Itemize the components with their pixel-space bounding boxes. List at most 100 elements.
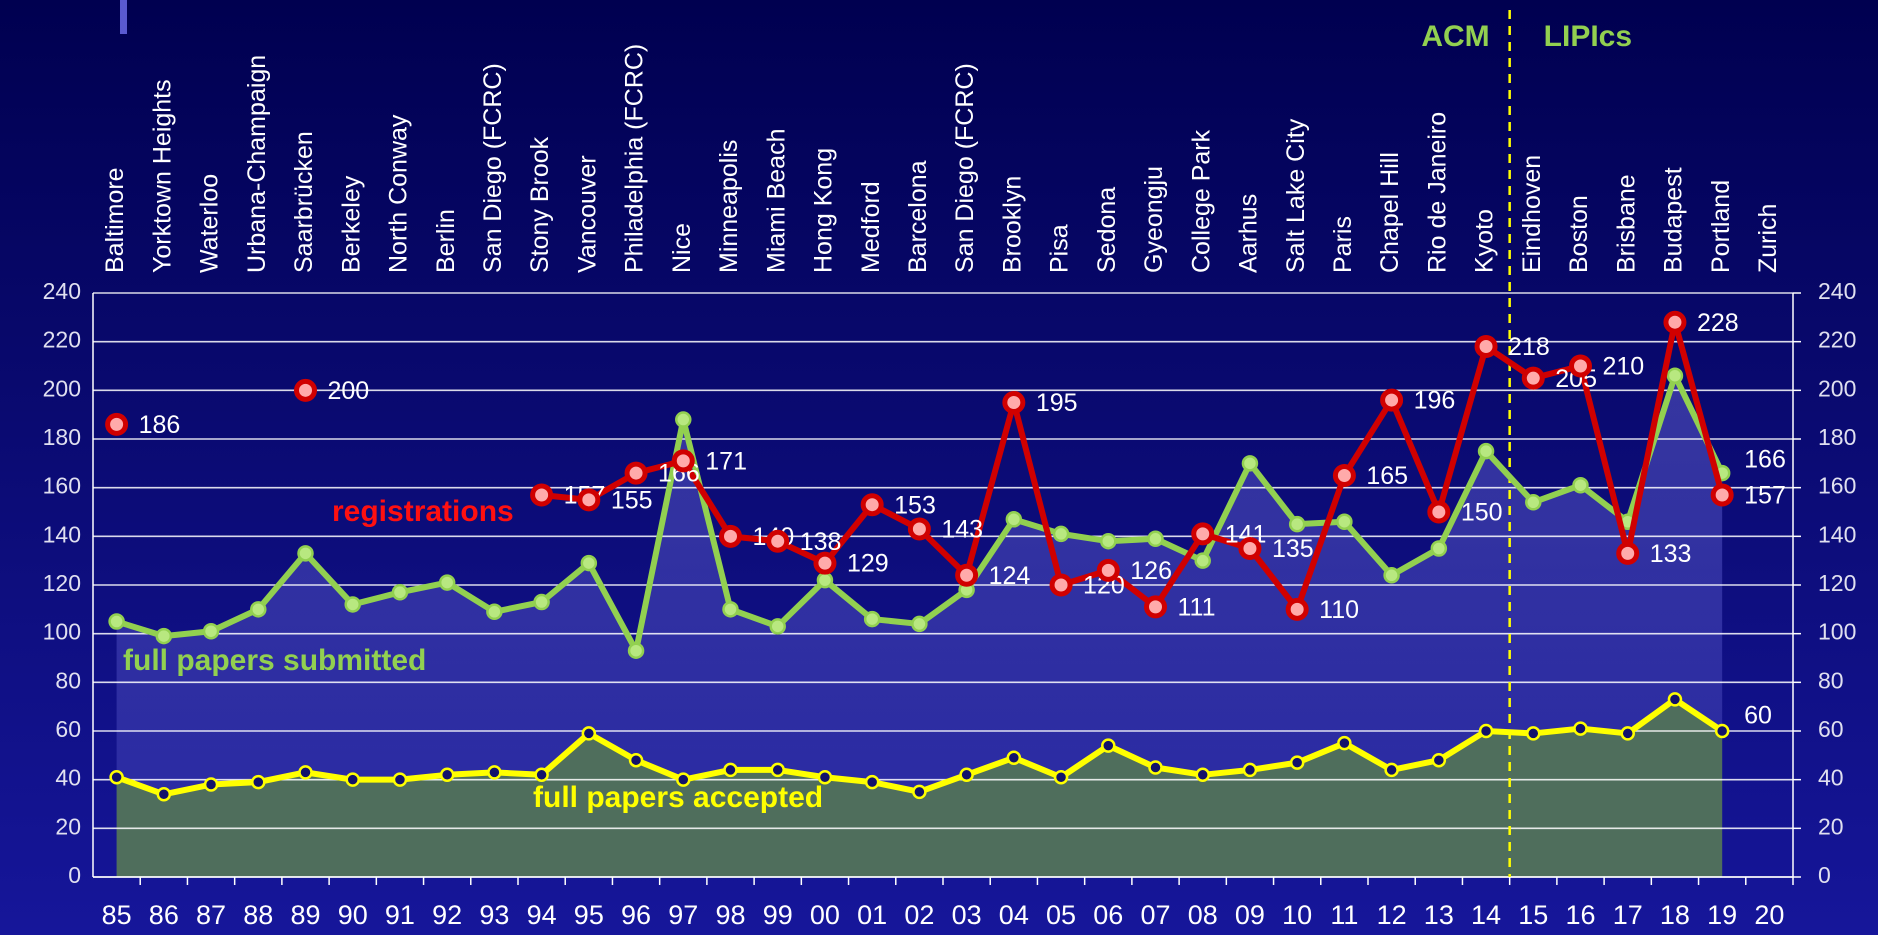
data-label: 155 [611, 486, 653, 514]
data-label: 210 [1603, 353, 1645, 381]
y-tick-label: 120 [43, 570, 81, 596]
data-label: 200 [328, 377, 370, 405]
x-tick-label: 02 [904, 900, 934, 930]
point [671, 449, 695, 473]
x-tick-label: 91 [385, 900, 415, 930]
x-tick-label: 10 [1282, 900, 1312, 930]
x-tick-label: 97 [668, 900, 698, 930]
point [294, 378, 317, 402]
venue-label: Waterloo [196, 174, 224, 273]
point [439, 767, 455, 783]
point [530, 483, 554, 507]
point [1573, 721, 1588, 736]
point [203, 777, 219, 792]
venue-label: Budapest [1660, 167, 1688, 273]
x-tick-label: 08 [1188, 900, 1218, 930]
y-tick-label: 200 [43, 375, 81, 401]
x-tick-label: 18 [1660, 900, 1690, 930]
venue-label: Medford [857, 181, 885, 273]
area [116, 699, 1723, 877]
data-label: 133 [1650, 540, 1692, 568]
data-label: 166 [1744, 446, 1786, 474]
x-tick-label: 13 [1424, 900, 1454, 930]
point [864, 774, 880, 790]
point [1101, 738, 1116, 753]
point [722, 601, 739, 618]
data-label: 186 [139, 411, 181, 439]
y2-tick-label: 160 [1818, 473, 1856, 499]
data-label: 165 [1366, 462, 1408, 490]
point [766, 529, 790, 553]
data-label: 218 [1508, 333, 1550, 361]
point [1521, 366, 1545, 390]
point [627, 642, 645, 659]
y2-tick-label: 40 [1818, 765, 1844, 791]
x-tick-label: 95 [574, 900, 604, 930]
data-label: 129 [847, 550, 889, 578]
y2-tick-label: 180 [1818, 424, 1856, 450]
series-name: full papers accepted [533, 781, 823, 814]
point [108, 613, 125, 630]
y2-tick-label: 60 [1818, 716, 1844, 742]
data-label: 150 [1461, 499, 1503, 527]
point [202, 622, 220, 640]
x-tick-label: 99 [763, 900, 793, 930]
point [1569, 354, 1592, 378]
point [1005, 511, 1023, 528]
x-tick-label: 87 [196, 900, 226, 930]
x-tick-label: 88 [243, 900, 273, 930]
point [813, 551, 837, 575]
venue-label: Brisbane [1612, 174, 1640, 273]
point [577, 488, 601, 512]
venue-label: College Park [1187, 129, 1215, 273]
point [860, 493, 884, 517]
point [1663, 310, 1687, 334]
venue-label: Saarbrücken [290, 131, 318, 273]
point [1474, 335, 1498, 359]
x-tick-label: 05 [1046, 900, 1076, 930]
venue-label: Brooklyn [998, 176, 1026, 273]
series-name: full papers submitted [123, 644, 426, 677]
point [1289, 755, 1305, 770]
point [109, 769, 124, 785]
point [1616, 541, 1640, 565]
point [770, 762, 785, 778]
x-tick-label: 16 [1565, 900, 1595, 930]
y2-tick-label: 80 [1818, 667, 1844, 693]
point [1049, 573, 1073, 597]
point [1241, 455, 1259, 472]
point [155, 627, 173, 645]
x-tick-label: 90 [338, 900, 368, 930]
x-tick-label: 15 [1518, 900, 1548, 930]
x-tick-label: 85 [102, 900, 132, 930]
point [298, 765, 313, 780]
venue-label: Portland [1707, 180, 1735, 273]
point [580, 554, 598, 572]
venue-label: Rio de Janeiro [1423, 112, 1451, 273]
point [1191, 522, 1215, 546]
y-tick-label: 20 [55, 813, 81, 839]
point [251, 774, 266, 790]
venue-label: Gyeongju [1140, 166, 1168, 273]
venue-label: San Diego (FCRC) [479, 63, 507, 273]
point [1052, 525, 1070, 543]
data-label: 171 [705, 448, 747, 476]
point [297, 545, 314, 562]
venue-label: Vancouver [573, 155, 601, 273]
point [675, 411, 692, 428]
point [719, 524, 742, 548]
venue-label: North Conway [385, 114, 413, 273]
point [1714, 723, 1730, 739]
y-tick-label: 240 [43, 278, 81, 304]
y2-tick-label: 0 [1818, 862, 1831, 888]
point [1478, 723, 1494, 739]
x-tick-label: 12 [1377, 900, 1407, 930]
point [391, 584, 409, 601]
x-tick-label: 89 [290, 900, 320, 930]
x-tick-label: 94 [527, 900, 557, 930]
point [105, 412, 129, 436]
point [438, 574, 456, 591]
venue-label: Berkeley [337, 175, 365, 273]
point [907, 517, 931, 541]
y2-tick-label: 220 [1818, 327, 1856, 353]
